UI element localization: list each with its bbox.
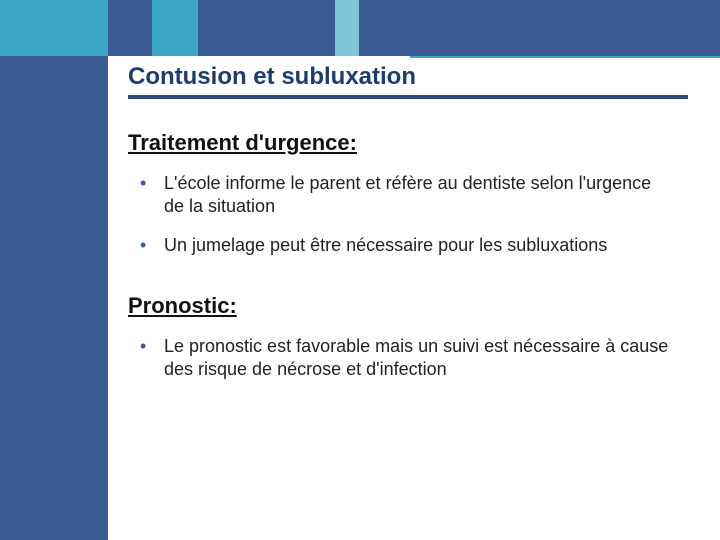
list-item: Un jumelage peut être nécessaire pour le… (140, 234, 670, 257)
title-row: Contusion et subluxation (128, 63, 680, 99)
top-bar-tab-1 (152, 0, 198, 56)
slide-title: Contusion et subluxation (128, 63, 680, 91)
list-item: Le pronostic est favorable mais un suivi… (140, 335, 670, 381)
title-rule (128, 95, 688, 99)
section-heading-2: Pronostic: (128, 293, 670, 319)
content-body: Traitement d'urgence: L'école informe le… (128, 130, 670, 397)
top-bar-tab-2 (335, 0, 359, 56)
bullet-list-1: L'école informe le parent et réfère au d… (140, 172, 670, 257)
top-bar (108, 0, 720, 56)
section-heading-1: Traitement d'urgence: (128, 130, 670, 156)
slide: Contusion et subluxation Traitement d'ur… (0, 0, 720, 540)
bullet-list-2: Le pronostic est favorable mais un suivi… (140, 335, 670, 381)
list-item: L'école informe le parent et réfère au d… (140, 172, 670, 218)
left-band-inner (0, 56, 108, 540)
